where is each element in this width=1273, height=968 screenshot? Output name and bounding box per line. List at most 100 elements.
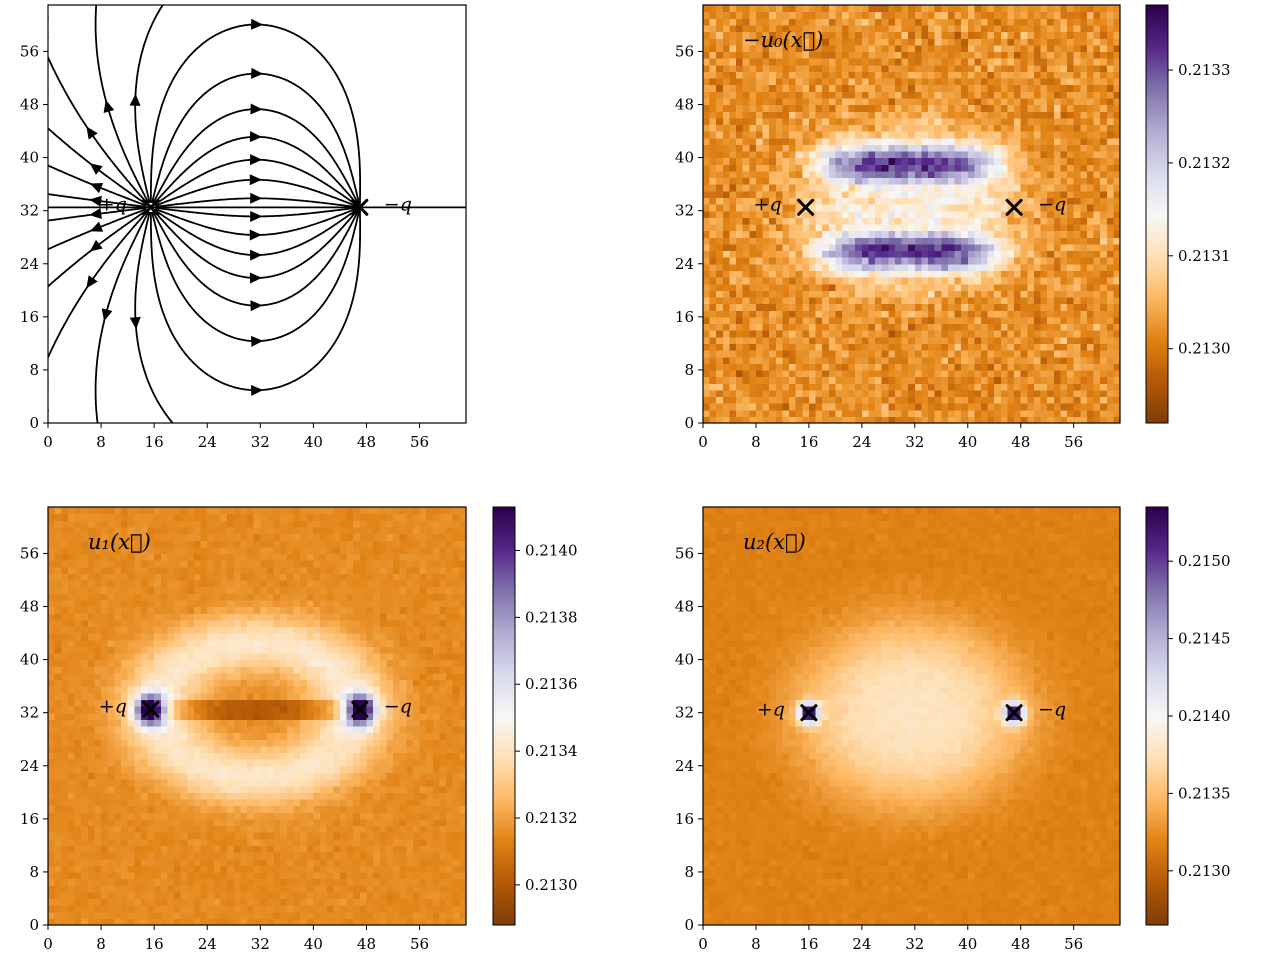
stream-arrow [250, 249, 263, 261]
y-tick-label: 16 [20, 308, 39, 326]
y-tick-label: 40 [675, 651, 694, 669]
colorbar-tick-label: 0.2130 [1178, 340, 1231, 358]
y-tick-label: 16 [20, 810, 39, 828]
stream-arrow [89, 163, 103, 175]
charge-marker [797, 198, 815, 216]
streamline [134, 211, 174, 423]
y-tick-label: 16 [675, 308, 694, 326]
y-tick-label: 8 [684, 361, 694, 379]
x-tick-label: 32 [251, 935, 270, 953]
minus-charge-label: −q [384, 695, 412, 717]
charge-marker [142, 198, 160, 216]
x-tick-label: 24 [852, 935, 871, 953]
x-tick-label: 16 [145, 935, 164, 953]
stream-arrow [250, 210, 263, 222]
plus-charge-label: +q [757, 699, 785, 721]
colorbar-tick-label: 0.2135 [1178, 784, 1231, 802]
x-tick-label: 48 [1011, 433, 1030, 451]
y-tick-label: 56 [20, 544, 39, 562]
streamline [94, 211, 150, 423]
x-tick-label: 0 [43, 935, 53, 953]
y-tick-label: 56 [20, 42, 39, 60]
stream-arrow [101, 308, 113, 322]
minus-charge-label: −q [1038, 193, 1066, 215]
colorbar-frame [492, 506, 516, 926]
y-tick-label: 8 [29, 361, 39, 379]
stream-arrow [103, 99, 115, 113]
x-tick-label: 0 [43, 433, 53, 451]
stream-arrow [249, 272, 262, 284]
stream-arrow [89, 239, 103, 252]
heatmap-panel-2: 0 8 16 24 32 40 48 56 0 8 16 24 32 40 48 56 +q −q u₁(x⃗) [20, 506, 467, 953]
y-tick-label: 48 [675, 598, 694, 616]
x-tick-label: 56 [410, 433, 429, 451]
colorbar-tick-label: 0.2132 [525, 809, 578, 827]
stream-arrow [86, 126, 98, 140]
stream-arrow [251, 335, 264, 347]
colorbar-tick-label: 0.2140 [525, 541, 578, 559]
x-tick-label: 8 [96, 935, 106, 953]
y-tick-label: 24 [675, 255, 694, 273]
y-tick-label: 40 [20, 651, 39, 669]
x-tick-label: 56 [1064, 433, 1083, 451]
plus-charge-label: +q [754, 193, 782, 215]
stream-arrow [89, 221, 104, 232]
y-tick-label: 32 [20, 202, 39, 220]
y-tick-label: 24 [20, 255, 39, 273]
function-label: u₂(x⃗) [743, 530, 806, 554]
streamline [48, 55, 149, 205]
x-tick-label: 24 [198, 935, 217, 953]
charge-marker [351, 198, 369, 216]
y-tick-label: 24 [20, 757, 39, 775]
x-tick-label: 8 [751, 935, 761, 953]
plus-charge-label: +q [99, 695, 127, 717]
colorbar-tick-label: 0.2138 [525, 608, 578, 626]
stream-arrow [249, 229, 262, 241]
function-label: −u₀(x⃗) [743, 28, 823, 52]
colorbar-tick-label: 0.2134 [525, 742, 578, 760]
colorbar-3: 0.2130 0.2135 0.2140 0.2145 0.2150 [1145, 506, 1231, 926]
y-tick-label: 0 [684, 916, 694, 934]
stream-arrow [251, 67, 264, 79]
y-tick-label: 40 [20, 149, 39, 167]
streamplot-panel: 0 8 16 24 32 40 48 56 0 8 16 24 32 40 48 56 +q −q [20, 4, 467, 451]
stream-arrow [129, 93, 141, 106]
colorbar-1: 0.2130 0.2131 0.2132 0.2133 [1145, 4, 1231, 424]
function-label: u₁(x⃗) [88, 530, 151, 554]
x-tick-label: 16 [799, 935, 818, 953]
x-tick-label: 40 [304, 433, 323, 451]
charge-marker [351, 700, 369, 718]
minus-charge-label: −q [1038, 699, 1066, 721]
x-tick-label: 32 [251, 433, 270, 451]
x-tick-label: 40 [958, 433, 977, 451]
minus-charge-label: −q [384, 193, 412, 215]
x-tick-label: 0 [698, 433, 708, 451]
axes-frame [47, 506, 467, 926]
y-tick-label: 16 [675, 810, 694, 828]
x-tick-label: 32 [905, 935, 924, 953]
y-tick-label: 48 [675, 96, 694, 114]
x-tick-label: 16 [145, 433, 164, 451]
charge-marker [142, 700, 160, 718]
charge-marker [1005, 198, 1023, 216]
y-tick-label: 32 [675, 202, 694, 220]
stream-arrow [250, 154, 263, 166]
x-tick-label: 48 [357, 935, 376, 953]
y-tick-label: 0 [684, 414, 694, 432]
y-tick-label: 56 [675, 42, 694, 60]
x-tick-label: 40 [304, 935, 323, 953]
y-tick-label: 48 [20, 598, 39, 616]
y-tick-label: 24 [675, 757, 694, 775]
x-tick-label: 40 [958, 935, 977, 953]
colorbar-tick-label: 0.2136 [525, 675, 578, 693]
colorbar-tick-label: 0.2133 [1178, 61, 1231, 79]
streamlines [48, 5, 466, 423]
x-tick-label: 0 [698, 935, 708, 953]
colorbar-2: 0.2130 0.2132 0.2134 0.2136 0.2138 0.2140 [492, 506, 578, 926]
y-tick-label: 8 [684, 863, 694, 881]
heatmap-cells [703, 5, 1121, 424]
colorbar-tick-label: 0.2130 [1178, 862, 1231, 880]
charge-marker [800, 704, 818, 722]
stream-arrow [89, 208, 102, 219]
